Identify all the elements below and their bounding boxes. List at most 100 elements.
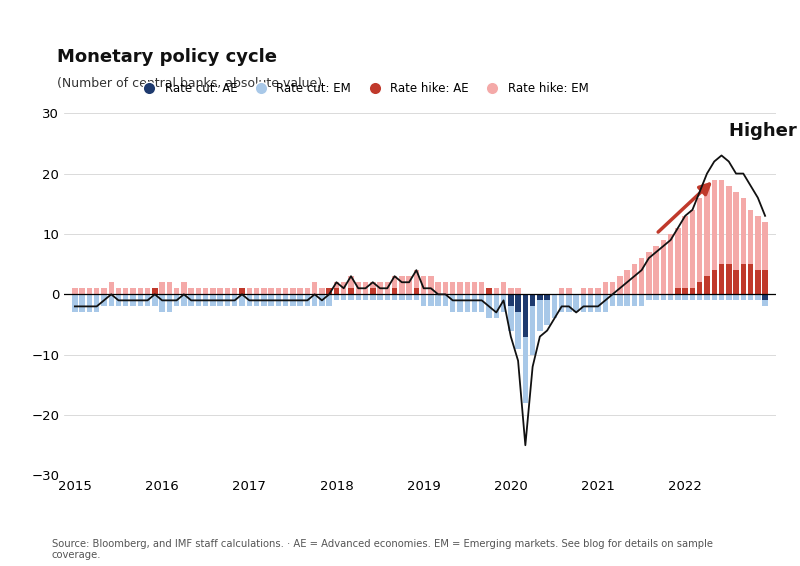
Bar — [305, 288, 310, 294]
Bar — [145, 288, 150, 294]
Bar — [72, 288, 78, 294]
Bar — [682, 216, 688, 294]
Bar — [159, 282, 165, 294]
Bar — [370, 282, 375, 294]
Bar — [458, 294, 462, 312]
Bar — [450, 282, 455, 294]
Bar — [530, 294, 535, 355]
Bar — [102, 294, 106, 306]
Bar — [718, 179, 724, 294]
Bar — [682, 288, 688, 294]
Bar — [762, 222, 768, 294]
Bar — [704, 294, 710, 301]
Bar — [86, 294, 92, 312]
Bar — [218, 294, 223, 306]
Bar — [639, 258, 644, 294]
Bar — [261, 288, 266, 294]
Bar — [298, 294, 303, 306]
Bar — [79, 288, 85, 294]
Bar — [755, 270, 761, 294]
Bar — [508, 294, 514, 331]
Bar — [109, 294, 114, 306]
Bar — [355, 282, 361, 294]
Bar — [501, 294, 506, 312]
Bar — [326, 294, 332, 306]
Bar — [130, 294, 136, 306]
Bar — [741, 294, 746, 301]
Bar — [675, 228, 681, 294]
Bar — [385, 294, 390, 301]
Bar — [442, 294, 448, 306]
Bar — [472, 282, 478, 294]
Bar — [610, 294, 615, 306]
Bar — [181, 294, 186, 306]
Bar — [428, 294, 434, 306]
Bar — [617, 276, 622, 294]
Bar — [225, 288, 230, 294]
Text: Monetary policy cycle: Monetary policy cycle — [57, 48, 277, 66]
Bar — [246, 294, 252, 306]
Bar — [86, 288, 92, 294]
Bar — [711, 179, 717, 294]
Bar — [152, 288, 158, 294]
Bar — [348, 276, 354, 294]
Bar — [166, 294, 172, 312]
Bar — [421, 276, 426, 294]
Bar — [537, 294, 542, 331]
Bar — [421, 294, 426, 306]
Bar — [602, 282, 608, 294]
Bar — [501, 282, 506, 294]
Bar — [298, 288, 303, 294]
Bar — [261, 294, 266, 306]
Bar — [102, 288, 106, 294]
Bar — [682, 294, 688, 301]
Bar — [246, 288, 252, 294]
Bar — [334, 294, 339, 301]
Bar — [734, 270, 738, 294]
Bar — [72, 294, 78, 312]
Bar — [515, 294, 521, 312]
Bar — [138, 294, 143, 306]
Bar — [559, 294, 564, 312]
Bar — [624, 294, 630, 306]
Bar — [276, 294, 281, 306]
Bar — [624, 270, 630, 294]
Bar — [574, 294, 579, 312]
Bar — [711, 270, 717, 294]
Bar — [348, 288, 354, 294]
Bar — [566, 294, 572, 312]
Bar — [661, 294, 666, 301]
Bar — [341, 294, 346, 301]
Bar — [79, 294, 85, 312]
Bar — [515, 288, 521, 294]
Bar — [479, 294, 485, 312]
Bar — [632, 294, 637, 306]
Bar — [232, 294, 238, 306]
Bar — [748, 210, 754, 294]
Bar — [465, 294, 470, 312]
Bar — [450, 294, 455, 312]
Bar — [762, 294, 768, 301]
Bar — [668, 234, 674, 294]
Bar — [610, 282, 615, 294]
Bar — [189, 294, 194, 306]
Bar — [639, 294, 644, 306]
Bar — [581, 288, 586, 294]
Bar — [152, 288, 158, 294]
Bar — [319, 294, 325, 306]
Bar — [479, 282, 485, 294]
Bar — [319, 288, 325, 294]
Bar — [726, 264, 731, 294]
Bar — [109, 282, 114, 294]
Bar — [755, 294, 761, 301]
Bar — [130, 288, 136, 294]
Bar — [646, 294, 651, 301]
Bar — [494, 294, 499, 319]
Bar — [741, 198, 746, 294]
Bar — [690, 294, 695, 301]
Bar — [378, 294, 382, 301]
Bar — [326, 288, 332, 294]
Bar — [239, 288, 245, 294]
Bar — [588, 294, 594, 312]
Bar — [726, 186, 731, 294]
